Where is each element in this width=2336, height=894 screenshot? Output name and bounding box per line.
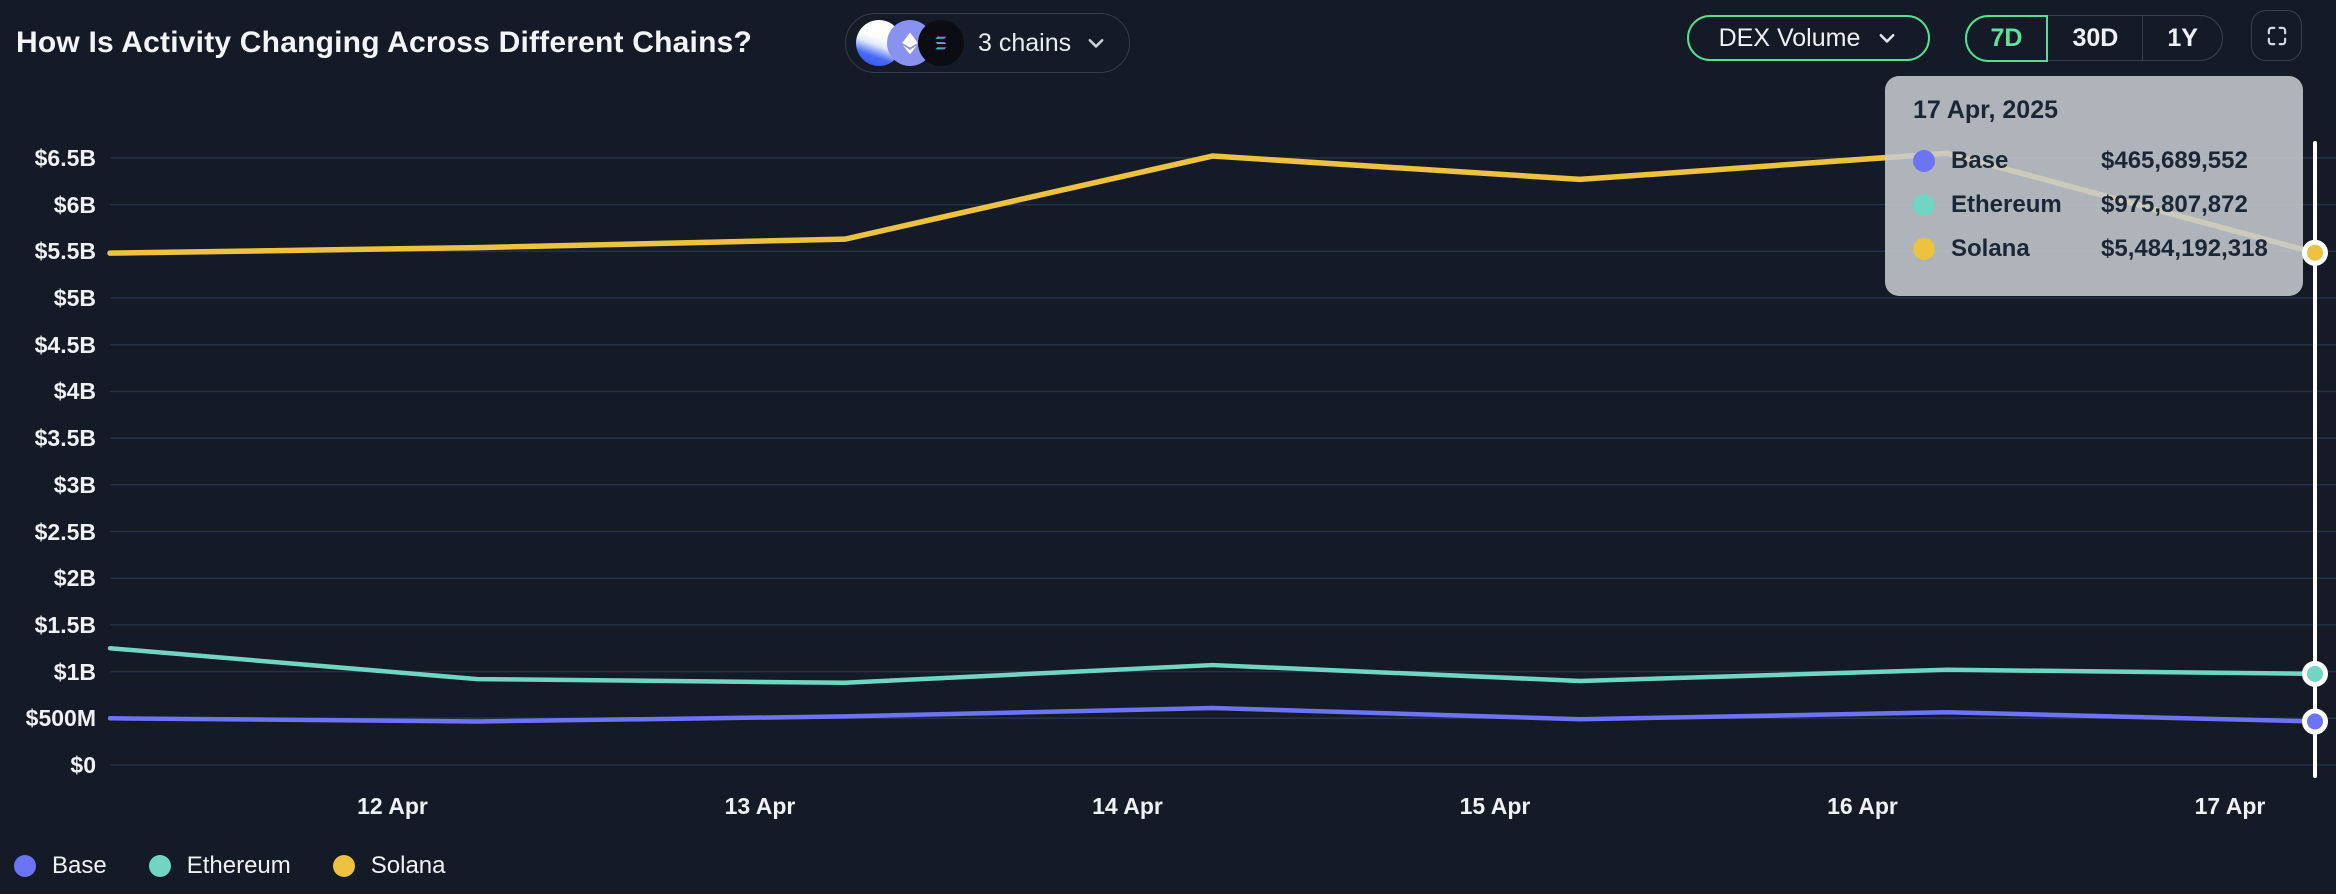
tooltip-rows: Base $465,689,552 Ethereum $975,807,872 Sola…: [1913, 139, 2275, 271]
tooltip-chain-name: Ethereum: [1951, 191, 2062, 218]
tooltip-row: Ethereum $975,807,872: [1913, 183, 2275, 227]
y-axis-tick-label: $5B: [53, 285, 96, 311]
y-axis-tick-label: $6B: [53, 191, 96, 218]
time-range-30d[interactable]: 30D: [2048, 16, 2144, 60]
chains-selector-label: 3 chains: [978, 28, 1072, 57]
tooltip-chain-value: $5,484,192,318: [2101, 235, 2268, 262]
tooltip-series-dot: [1913, 238, 1935, 260]
x-axis-tick-label: 12 Apr: [357, 793, 428, 819]
legend-dot: [332, 855, 355, 877]
legend-dot: [148, 855, 171, 877]
x-axis-tick-label: 17 Apr: [2194, 793, 2266, 819]
tooltip-chain-name: Solana: [1951, 235, 2030, 262]
y-axis-tick-label: $5.5B: [34, 238, 96, 265]
page-title: How Is Activity Changing Across Differen…: [16, 26, 753, 59]
tooltip-date: 17 Apr, 2025: [1913, 96, 2059, 124]
y-axis-tick-label: $3.5B: [34, 425, 96, 452]
chart-tooltip: 17 Apr, 2025 Base $465,689,552 Ethereum $97…: [1885, 76, 2303, 296]
y-axis-tick-label: $0: [70, 752, 96, 778]
fullscreen-icon: [2267, 26, 2286, 45]
legend-label: Solana: [370, 852, 446, 879]
tooltip-chain-value: $465,689,552: [2101, 147, 2248, 174]
legend-label: Ethereum: [186, 852, 291, 879]
x-axis-tick-label: 13 Apr: [724, 793, 796, 819]
y-axis-tick-label: $2.5B: [34, 518, 96, 545]
chains-selector[interactable]: 3 chains: [845, 13, 1131, 73]
y-axis-tick-label: $2B: [53, 565, 96, 592]
y-axis-tick-label: $6.5B: [34, 144, 96, 171]
series-line-ethereum: [107, 646, 2318, 686]
chart-legend: Base Ethereum Solana: [14, 852, 446, 880]
y-axis-tick-label: $3B: [53, 471, 96, 498]
solana-icon: [918, 20, 964, 66]
metric-dropdown[interactable]: DEX Volume: [1687, 15, 1930, 61]
legend-item-solana[interactable]: Solana: [332, 852, 446, 880]
legend-label: Base: [52, 852, 107, 879]
fullscreen-button[interactable]: [2251, 10, 2302, 61]
tooltip-row: Solana $5,484,192,318: [1913, 227, 2275, 271]
time-range-7d[interactable]: 7D: [1964, 14, 2049, 62]
legend-dot: [14, 855, 36, 877]
y-axis-tick-label: $1.5B: [34, 611, 96, 638]
chevron-down-icon: [1088, 39, 1104, 48]
chain-icons-cluster: [856, 20, 964, 66]
tooltip-row: Base $465,689,552: [1913, 139, 2275, 183]
tooltip-chain-value: $975,807,872: [2101, 191, 2248, 218]
time-range-1y[interactable]: 1Y: [2143, 16, 2222, 60]
x-axis-tick-label: 14 Apr: [1092, 793, 1163, 819]
tooltip-series-dot: [1913, 194, 1935, 216]
y-axis-tick-label: $4.5B: [34, 331, 96, 358]
x-axis-tick-label: 15 Apr: [1459, 793, 1531, 819]
y-axis-tick-label: $500M: [25, 705, 96, 732]
legend-item-base[interactable]: Base: [14, 852, 107, 880]
chevron-down-icon: [1879, 34, 1895, 43]
tooltip-chain-name: Base: [1951, 147, 2009, 174]
y-axis-tick-label: $4B: [53, 378, 96, 405]
tooltip-series-dot: [1913, 150, 1935, 172]
metric-dropdown-label: DEX Volume: [1718, 23, 1861, 52]
series-line-base: [107, 705, 2318, 724]
x-axis-tick-label: 16 Apr: [1827, 793, 1898, 819]
time-range-group: 7D 30D 1Y: [1964, 14, 2223, 62]
legend-item-ethereum[interactable]: Ethereum: [148, 852, 291, 880]
y-axis-tick-label: $1B: [53, 658, 96, 685]
